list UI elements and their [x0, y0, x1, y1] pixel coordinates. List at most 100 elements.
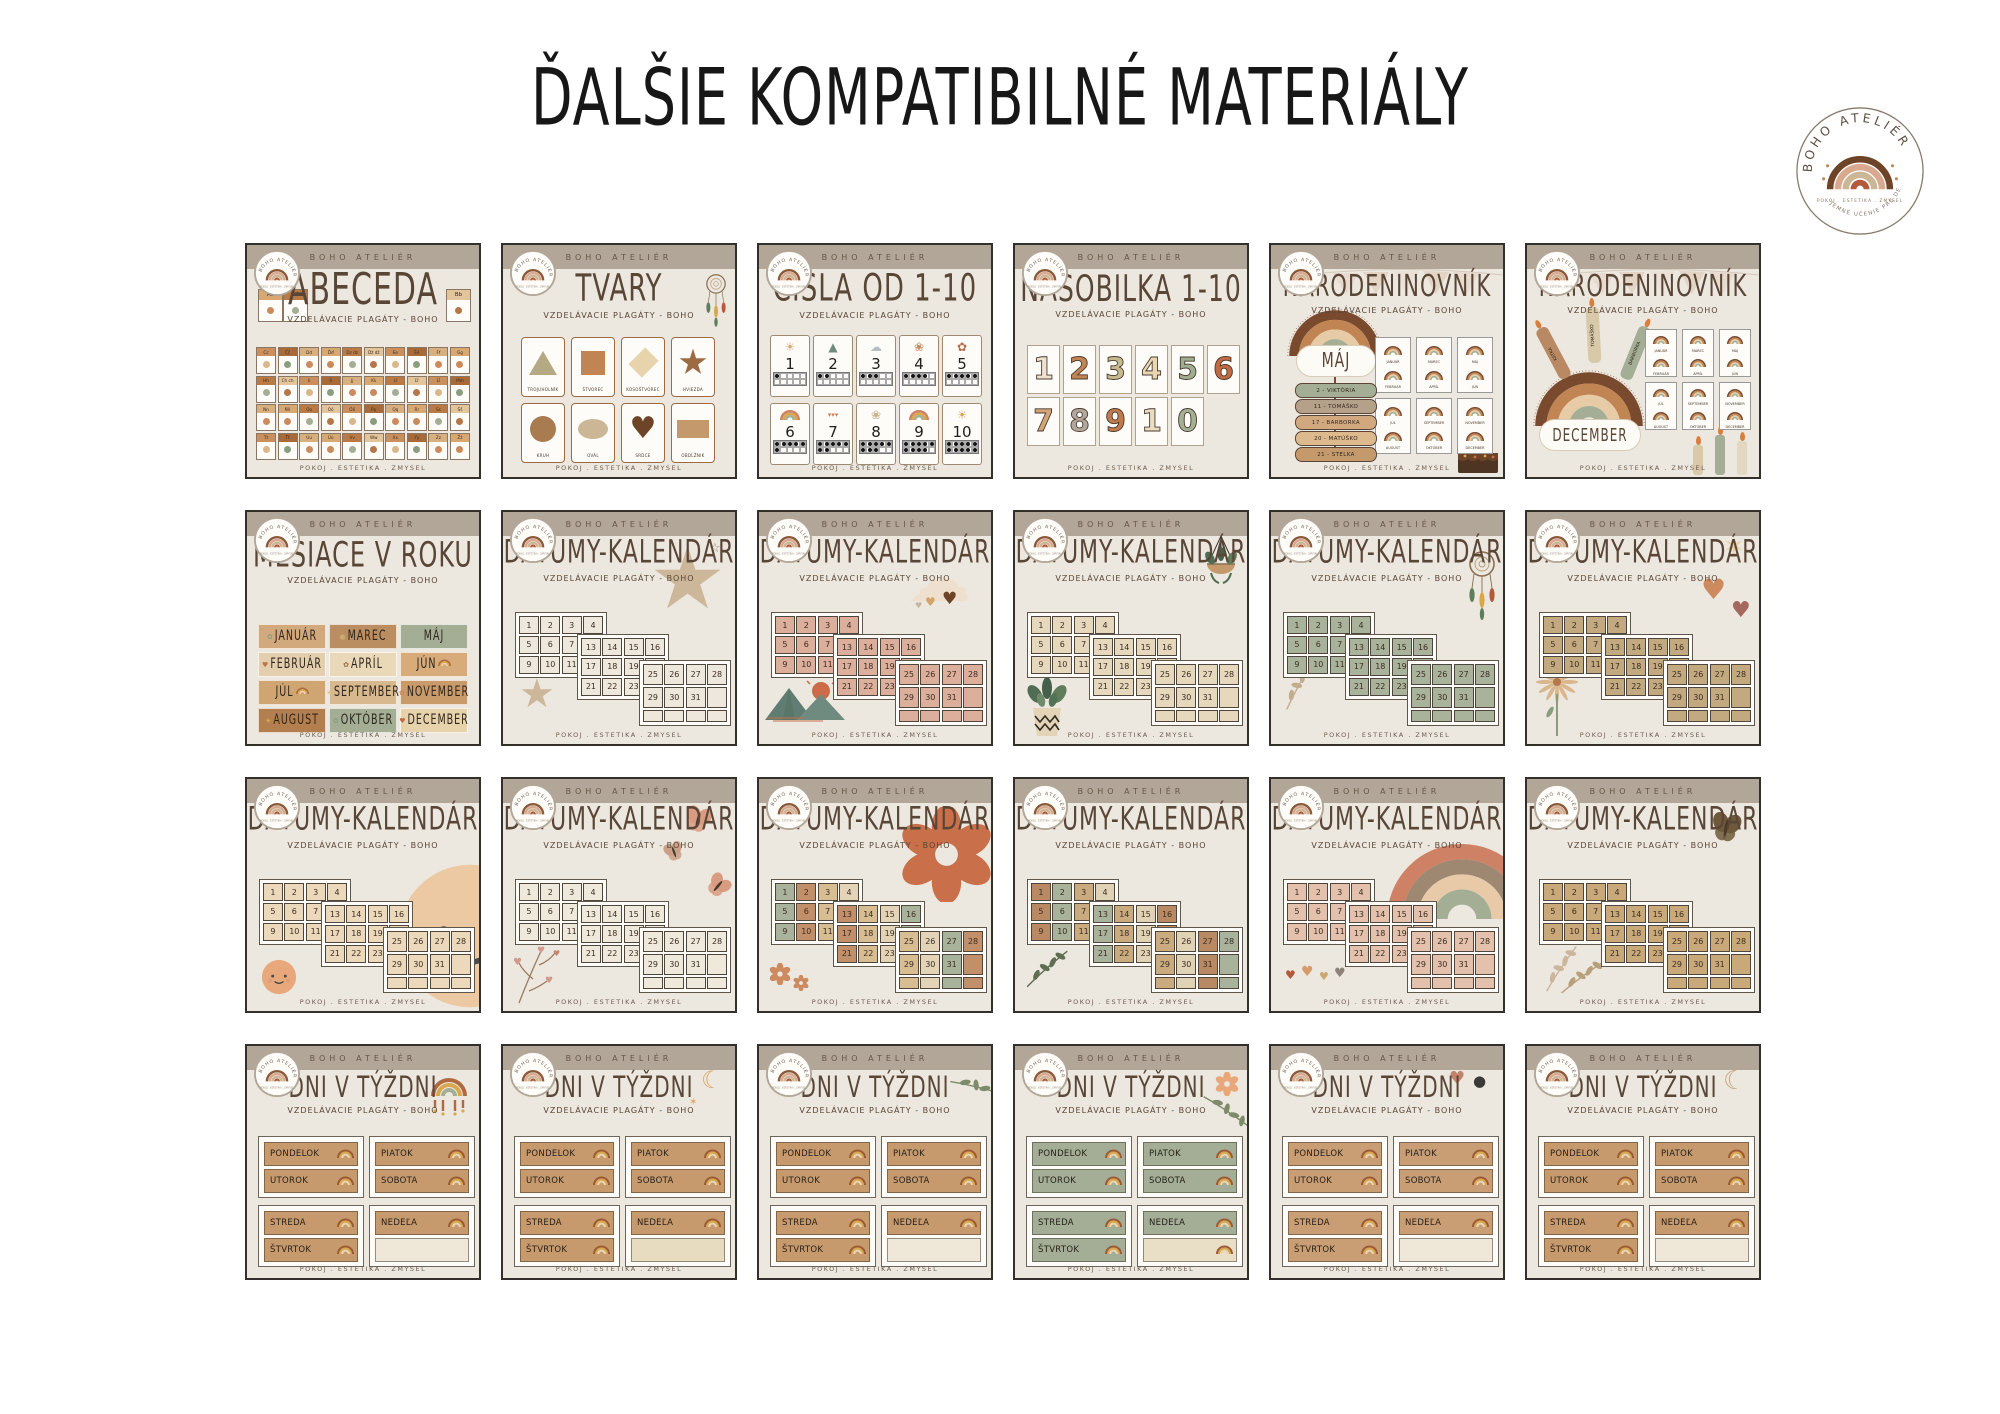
card-subtitle: VZDELÁVACIE PLAGÁTY - BOHO — [1055, 574, 1207, 583]
date-tile — [1709, 976, 1730, 989]
number-value: 1 — [785, 355, 795, 373]
rainbow-icon — [849, 1213, 866, 1232]
mini-pair: DECEMBER — [1465, 427, 1485, 450]
ten-frame-cell — [952, 373, 959, 379]
ten-frame-cell — [780, 373, 787, 379]
rainbow-icon — [448, 1149, 465, 1159]
date-tile — [1709, 709, 1730, 722]
rainbow-icon — [1617, 1245, 1634, 1255]
ten-frame-cell — [823, 373, 830, 379]
date-tile: 13 — [837, 905, 857, 924]
rainbow-icon — [1690, 336, 1706, 345]
counter-dot — [873, 374, 878, 378]
rainbow-icon — [1384, 371, 1402, 381]
date-tile: 26 — [1688, 664, 1709, 686]
ten-frame-cell — [799, 441, 806, 447]
date-tile: 27 — [1453, 931, 1474, 953]
day-name: ŠTVRTOK — [1550, 1244, 1592, 1255]
date-tile — [1475, 976, 1495, 989]
rainbow-icon — [704, 1213, 721, 1232]
month-strip: ● MAREC — [329, 624, 397, 649]
rainbow-icon — [337, 1213, 354, 1232]
illustration-dot — [456, 417, 464, 425]
card-footer: POKOJ . ESTETIKA . ZMYSEL — [1579, 464, 1707, 472]
card-datumy-7: BOHO ATELIÉR BOHO ATELIÉR POKOJ . ESTETI… — [501, 777, 737, 1013]
ten-frame-cell — [829, 441, 837, 447]
star-icon: ★ — [519, 671, 555, 717]
date-tile — [1176, 976, 1197, 989]
date-tile: 3 — [1329, 883, 1350, 902]
shape-card: OBDĹŽNIK — [671, 403, 715, 463]
date-tile: 3 — [817, 616, 838, 635]
month-name: APRÍL — [350, 656, 383, 673]
date-tile: 31 — [941, 686, 962, 709]
rainbow-icon — [1617, 1240, 1634, 1259]
day-panel: NEDEĽA — [881, 1205, 987, 1267]
rainbow-icon — [1216, 1171, 1233, 1190]
counter-dot — [923, 442, 928, 446]
day-strip: ŠTVRTOK — [776, 1237, 870, 1262]
letter-tile: Nn — [256, 404, 277, 431]
day-name: STREDA — [1550, 1217, 1586, 1228]
square-shape — [581, 350, 605, 375]
ten-frame — [816, 440, 850, 454]
ten-frame-cell — [817, 447, 824, 453]
month-name: JANUÁR — [274, 628, 318, 645]
ten-frame-cell — [780, 379, 787, 385]
letter-label: Ľľ — [407, 376, 426, 385]
date-tile: 10 — [284, 922, 305, 941]
date-tile: 6 — [1052, 635, 1073, 655]
counter-dot — [837, 442, 842, 446]
month-deco-icon: ● — [339, 632, 346, 641]
boho-atelier-badge-icon: BOHO ATELIÉR POKOJ . ESTETIKA . ZMYSEL — [1278, 784, 1324, 830]
calendar-sheet-grid: 25 26 27 28 29 30 31 — [1155, 931, 1239, 989]
date-tile: 22 — [858, 944, 879, 963]
date-tile: 13 — [1349, 905, 1369, 924]
date-tile: 15 — [623, 638, 644, 657]
mini-pair: MAREC — [1425, 341, 1443, 364]
day-name: NEDEĽA — [637, 1217, 674, 1228]
ten-frame-cell — [817, 379, 824, 385]
card-logo-badge: BOHO ATELIÉR POKOJ . ESTETIKA . ZMYSEL — [1278, 250, 1324, 300]
rainbow-icon — [1466, 371, 1484, 381]
counter-dot — [787, 442, 792, 446]
day-strip: UTOROK — [264, 1168, 358, 1193]
month-poster-thumb: NOVEMBER DECEMBER — [1719, 382, 1751, 430]
number-card: ☀ 1 — [770, 335, 810, 397]
letter-illustration — [322, 413, 340, 429]
day-name: UTOROK — [526, 1175, 565, 1186]
illustration-dot — [305, 446, 313, 453]
date-tile: 7 — [817, 902, 838, 922]
date-tile: 10 — [1308, 655, 1329, 674]
candle-name: KATKA — [1547, 345, 1560, 361]
card-title-wrap: ABECEDA — [247, 269, 479, 313]
card-footer: POKOJ . ESTETIKA . ZMYSEL — [1579, 1265, 1707, 1273]
card-footer: POKOJ . ESTETIKA . ZMYSEL — [811, 998, 939, 1006]
date-tile: 21 — [1349, 677, 1369, 696]
month-label: JÚN — [1731, 372, 1739, 376]
letter-label: Éé — [407, 348, 426, 356]
date-tile: 28 — [1475, 931, 1495, 953]
rainbow-icon — [1361, 1176, 1378, 1186]
month-label: APRÍL — [1693, 372, 1703, 376]
date-tile: 28 — [1219, 664, 1239, 686]
months-block: JÚL ✶ SEPTEMBER ✿ NOVEMBER ☀ AUGUST ✿ OKTÓBER ♥ DE… — [258, 680, 468, 733]
oval-shape — [572, 404, 614, 453]
ten-frame-cell — [872, 441, 880, 447]
letter-illustration — [300, 385, 318, 401]
day-panel: PONDELOK UTOROK — [514, 1136, 620, 1198]
rainbow-icon — [704, 1218, 721, 1228]
date-tile — [664, 976, 685, 989]
date-tile — [1411, 709, 1431, 722]
date-tile: 7 — [1585, 635, 1606, 655]
day-name: SOBOTA — [637, 1175, 674, 1186]
calendar-sheet-grid: 25 26 27 28 29 30 31 — [1667, 664, 1751, 722]
date-tile: 26 — [1176, 664, 1197, 686]
letter-tile: Ďď — [320, 347, 341, 374]
letter-tile: Ťť — [277, 432, 298, 460]
flower-icon — [769, 962, 791, 988]
date-tile: 22 — [1370, 944, 1391, 963]
svg-text:POKOJ . ESTETIKA . ZMYSEL: POKOJ . ESTETIKA . ZMYSEL — [1284, 1086, 1318, 1090]
shape-card: ♥ SRDCE — [621, 403, 665, 463]
letter-illustration — [279, 356, 297, 372]
